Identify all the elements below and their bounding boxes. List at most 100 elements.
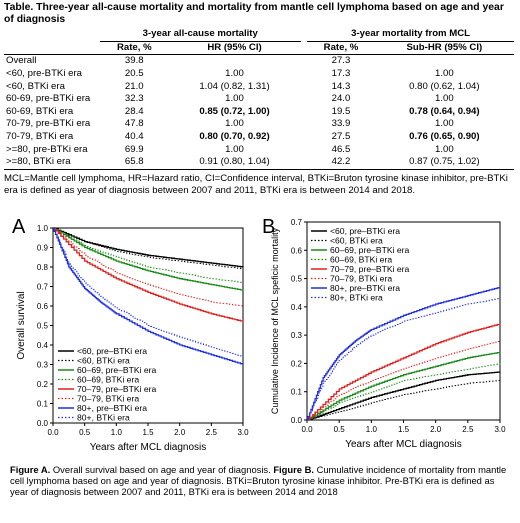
table-row: 70-79, BTKi era 40.4 0.80 (0.70, 0.92) 27.5… xyxy=(4,131,514,144)
series-line xyxy=(53,227,244,270)
cell-rate-mcl: 42.2 xyxy=(307,155,375,170)
col-header-rate-1: Rate, % xyxy=(116,41,152,53)
series-line xyxy=(53,227,244,268)
cell-hr: 0.85 (0.72, 1.00) xyxy=(199,105,270,117)
x-tick-label: 0.5 xyxy=(334,425,346,434)
y-tick-label: 0.5 xyxy=(37,322,49,331)
cell-rate-mcl: 46.5 xyxy=(331,143,351,155)
y-tick-label: 1.0 xyxy=(37,224,49,233)
cell-rate-all-cause: 20.5 xyxy=(124,68,144,80)
caption-b-label: Figure B. xyxy=(273,464,314,475)
table-row: >=80, pre-BTKi era 69.9 1.00 46.5 1.00 xyxy=(4,143,514,156)
series-line xyxy=(53,227,244,365)
cell-rate-mcl: 27.5 xyxy=(331,131,351,143)
caption-b-text: Cumulative incidence of mortality from m… xyxy=(10,464,507,497)
x-axis-label: Years after MCL diagnosis xyxy=(345,439,462,450)
legend-entry: 70–79, pre–BTKi era xyxy=(330,264,410,274)
table-column-header-row: Rate, % HR (95% CI) Rate, % Sub-HR (95% … xyxy=(4,41,514,55)
y-tick-label: 0.6 xyxy=(291,246,303,255)
cell-hr: 0.80 (0.70, 0.92) xyxy=(199,131,270,143)
x-tick-label: 1.5 xyxy=(142,428,154,437)
legend-entry: <60, BTKi era xyxy=(330,236,383,246)
cell-sub-hr: 1.00 xyxy=(435,143,454,155)
legend-entry: 80+, BTKi era xyxy=(330,293,383,303)
cell-hr: 1.04 (0.82, 1.31) xyxy=(199,80,270,92)
table-row: <60, BTKi era 21.0 1.04 (0.82, 1.31) 14.3 0.… xyxy=(4,80,514,93)
legend-entry: <60, pre–BTKi era xyxy=(77,346,147,356)
caption-a-text: Overall survival based on age and year o… xyxy=(50,464,274,475)
mortality-table: 3-year all-cause mortality 3-year mortal… xyxy=(4,28,514,170)
cell-rate-all-cause: 40.4 xyxy=(124,131,144,143)
cell-rate-mcl: 17.3 xyxy=(331,68,351,80)
table-footnote: MCL=Mantle cell lymphoma, HR=Hazard rati… xyxy=(4,173,508,196)
cell-rate-mcl: 33.9 xyxy=(331,118,351,130)
row-label: 60-69, BTKi era xyxy=(6,105,74,117)
series-line xyxy=(307,340,501,421)
chart-a-overall-survival: 0.0 0.1 0.2 0.3 0.4 0.5 0.6 0.7 0.8 0.9 1.0 0.0 0.5 1… xyxy=(16,224,249,453)
legend-entry: <60, BTKi era xyxy=(77,356,130,366)
y-tick-label: 0.1 xyxy=(291,388,303,397)
series-line xyxy=(307,287,501,421)
row-label: 70-79, pre-BTKi era xyxy=(6,118,91,130)
x-tick-label: 1.0 xyxy=(366,425,378,434)
table-row: <60, pre-BTKi era 20.5 1.00 17.3 1.00 xyxy=(4,68,514,81)
legend-entry: 60–69, BTKi era xyxy=(330,255,392,265)
x-tick-label: 0.0 xyxy=(301,425,313,434)
legend-entry: 70–79, BTKi era xyxy=(77,394,139,404)
panel-label-a: A xyxy=(12,216,26,238)
cell-rate-all-cause: 39.8 xyxy=(100,54,169,68)
cell-sub-hr: 0.76 (0.65, 0.90) xyxy=(409,131,480,143)
series-line xyxy=(307,323,501,421)
group-header-all-cause: 3-year all-cause mortality xyxy=(100,28,301,42)
series-line xyxy=(53,227,244,322)
y-tick-label: 0.3 xyxy=(291,331,303,340)
legend-entry: 80+, BTKi era xyxy=(77,413,130,423)
cell-hr: 1.00 xyxy=(225,118,244,130)
y-tick-label: 0.2 xyxy=(291,359,303,368)
table-group-header-row: 3-year all-cause mortality 3-year mortal… xyxy=(4,28,514,42)
chart-b-cumulative-incidence: 0.0 0.1 0.2 0.3 0.4 0.5 0.6 0.7 0.0 0.5 1.0 1.5 2.0 2… xyxy=(270,218,506,450)
legend-entry: 60–69, BTKi era xyxy=(77,375,139,385)
row-label: 60-69, pre-BTKi era xyxy=(6,93,91,105)
series-line xyxy=(53,227,244,357)
table-body: Overall 39.8 27.3 <60, pre-BTKi era 20.5 1.00… xyxy=(4,54,514,170)
series-line xyxy=(53,227,244,291)
series-line xyxy=(53,227,244,307)
col-header-rate-2: Rate, % xyxy=(323,41,359,53)
cell-sub-hr: 0.78 (0.64, 0.94) xyxy=(409,105,480,117)
col-header-shr: Sub-HR (95% CI) xyxy=(406,41,483,53)
y-tick-label: 0.5 xyxy=(291,275,303,284)
cell-rate-all-cause: 69.9 xyxy=(124,143,144,155)
cell-hr: 1.00 xyxy=(225,68,244,80)
row-label: <60, BTKi era xyxy=(6,80,65,92)
cell-rate-mcl: 14.3 xyxy=(331,80,351,92)
legend-entry: 80+, pre–BTKi era xyxy=(330,283,400,293)
legend-entry: 60–69, pre–BTKi era xyxy=(330,245,410,255)
row-label: 70-79, BTKi era xyxy=(6,131,74,143)
row-label: >=80, BTKi era xyxy=(4,155,100,170)
cell-rate-all-cause: 47.8 xyxy=(124,118,144,130)
y-tick-label: 0.2 xyxy=(37,380,49,389)
series-line xyxy=(307,371,501,421)
table-row: 70-79, pre-BTKi era 47.8 1.00 33.9 1.00 xyxy=(4,118,514,131)
cell-hr xyxy=(168,54,301,68)
row-label: Overall xyxy=(4,54,100,68)
x-tick-label: 1.5 xyxy=(398,425,410,434)
table-row: 60-69, BTKi era 28.4 0.85 (0.72, 1.00) 19.5… xyxy=(4,106,514,119)
cell-sub-hr: 1.00 xyxy=(435,118,454,130)
x-tick-label: 0.0 xyxy=(47,428,59,437)
y-tick-label: 0.1 xyxy=(37,400,49,409)
cell-sub-hr xyxy=(374,54,514,68)
panel-label-b: B xyxy=(262,216,275,238)
x-tick-label: 3.0 xyxy=(494,425,506,434)
y-tick-label: 0.9 xyxy=(37,244,49,253)
cell-rate-mcl: 24.0 xyxy=(331,93,351,105)
table-row: 60-69, pre-BTKi era 32.3 1.00 24.0 1.00 xyxy=(4,93,514,106)
legend-entry: 60–69, pre–BTKi era xyxy=(77,365,157,375)
x-tick-label: 3.0 xyxy=(237,428,249,437)
col-header-hr: HR (95% CI) xyxy=(207,41,262,53)
row-label: <60, pre-BTKi era xyxy=(6,68,82,80)
table-row: >=80, BTKi era 65.8 0.91 (0.80, 1.04) 42.2 0… xyxy=(4,155,514,170)
x-axis-label: Years after MCL diagnosis xyxy=(90,442,207,453)
